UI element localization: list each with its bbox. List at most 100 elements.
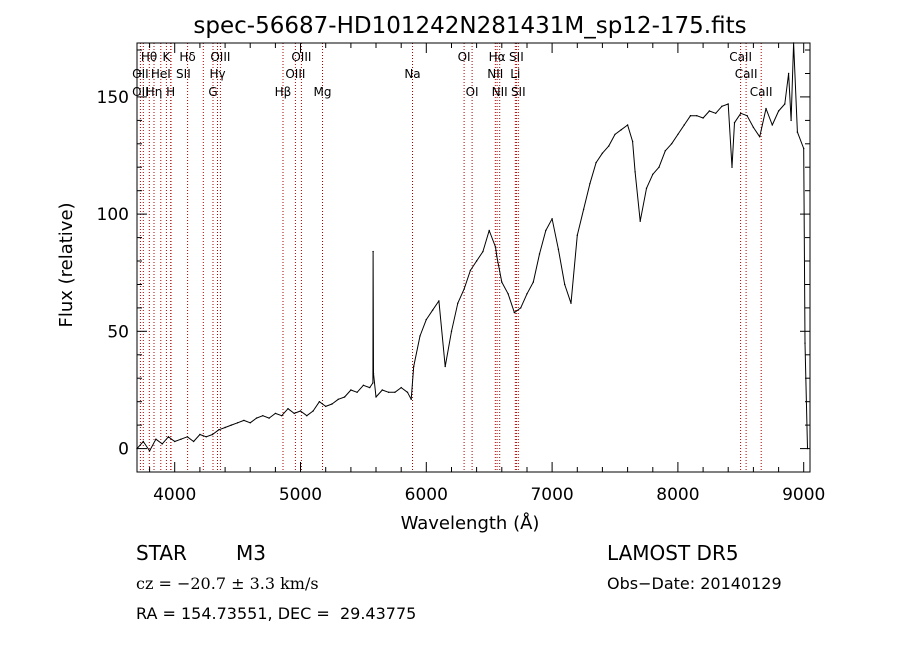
spectrum-point: [589, 183, 591, 185]
spectrum-point: [274, 412, 277, 415]
spectrum-point: [715, 112, 717, 115]
spectrum-point: [438, 300, 440, 302]
spectrum-point: [230, 424, 232, 426]
x-tick-label: 8000: [656, 485, 699, 505]
spectrum-point: [262, 415, 264, 417]
spectrum-point: [496, 255, 498, 257]
spectrum-point: [406, 391, 409, 393]
spectral-line-label: OII: [132, 85, 149, 99]
spectrum-point: [520, 307, 522, 309]
spectrum-point: [645, 187, 648, 189]
spectrum-point: [369, 386, 371, 389]
spectrum-point: [708, 110, 711, 112]
spectrum-point: [545, 229, 547, 232]
spectral-line-label: G: [208, 85, 217, 99]
spectrum-series: [136, 42, 809, 452]
spectrum-point: [224, 426, 226, 429]
spectrum-point: [731, 166, 733, 168]
axes: 4000 5000 6000 7000 8000 9000 0 50 100 150: [97, 43, 825, 505]
spectrum-point: [626, 124, 629, 126]
spectrum-point: [570, 302, 572, 304]
spectrum-point: [318, 401, 321, 403]
spectral-line-label: OI: [466, 85, 479, 99]
spectrum-point: [419, 335, 421, 337]
spectrum-point: [356, 391, 358, 393]
spectrum-point: [255, 417, 258, 419]
spectrum-point: [634, 171, 636, 173]
y-tick-label: 0: [118, 440, 129, 460]
spectrum-point: [387, 391, 390, 393]
spectrum-point: [375, 396, 377, 398]
spectrum-point: [796, 131, 799, 133]
spectrum-point: [721, 105, 723, 108]
object-class: STAR: [136, 541, 187, 565]
spectrum-point: [337, 398, 339, 400]
spectrum-point: [620, 129, 622, 131]
spectrum-point: [192, 440, 195, 443]
spectral-line-label: OIII: [291, 50, 311, 64]
spectrum-point: [777, 110, 780, 112]
spectral-line-label: NII: [492, 85, 508, 99]
survey-name: LAMOST DR5: [607, 541, 739, 565]
spectral-line-label: Mg: [314, 85, 332, 99]
spectrum-point: [683, 124, 685, 126]
spectrum-point: [639, 220, 641, 222]
spectrum-point: [331, 403, 333, 405]
spectrum-point: [325, 405, 327, 408]
spectrum-point: [287, 408, 289, 410]
spectrum-point: [312, 410, 314, 412]
spectral-line-label: H: [166, 85, 175, 99]
spectrum-point: [488, 229, 490, 232]
spectral-line-label: Hθ: [141, 50, 157, 64]
spectrum-point: [664, 150, 666, 152]
spectrum-point: [167, 436, 170, 438]
spectrum-point: [601, 152, 604, 154]
spectral-line-label: HeI: [151, 67, 171, 81]
spectrum-point: [513, 311, 516, 314]
spectrum-point: [658, 166, 660, 168]
spectral-line-label: OIII: [210, 50, 230, 64]
plot-frame: [136, 42, 811, 473]
spectrum-point: [787, 72, 790, 75]
spectrum-point: [457, 302, 459, 304]
spectral-line-label: Hη: [146, 85, 163, 99]
x-tick-label: 6000: [405, 485, 448, 505]
spectral-line-label: Hδ: [179, 50, 195, 64]
spectrum-point: [211, 433, 214, 436]
spectrum-point: [576, 234, 578, 236]
spectral-line-label: Li: [510, 67, 520, 81]
spectrum-point: [582, 208, 585, 211]
chart-title: spec-56687-HD101242N281431M_sp12-175.fit…: [193, 13, 746, 39]
spectrum-point: [425, 318, 427, 321]
spectrum-point: [236, 422, 239, 424]
spectrum-point: [249, 422, 251, 424]
spectrum-point: [803, 147, 805, 150]
spectral-line-label: CaII: [750, 85, 773, 99]
spectrum-point: [702, 117, 704, 119]
spectrum-point: [482, 250, 484, 253]
spectrum-point: [148, 450, 151, 452]
x-axis-label: Wavelength (Å): [401, 512, 540, 534]
spectrum-point: [281, 415, 283, 417]
spectral-line-label: Na: [404, 67, 420, 81]
spectrum-point: [614, 133, 616, 136]
spectrum-point: [689, 115, 692, 117]
spectral-line-label: NII: [487, 67, 503, 81]
spectrum-point: [410, 398, 412, 400]
spectrum-point: [350, 389, 352, 391]
spectrum-point: [557, 248, 560, 250]
redshift-velocity: cz = −20.7 ± 3.3 km/s: [136, 574, 319, 593]
spectrum-point: [784, 103, 786, 105]
spectrum-point: [431, 309, 434, 311]
subclass: M3: [236, 541, 266, 565]
spectrum-point: [463, 288, 465, 290]
spectrum-point: [343, 396, 346, 398]
spectrum-point: [551, 218, 553, 220]
y-tick-label: 50: [107, 322, 129, 342]
y-tick-label: 150: [97, 88, 129, 108]
spectrum-point: [180, 438, 182, 440]
spectrum-point: [652, 173, 654, 175]
spectral-line-label: Hα: [489, 50, 506, 64]
spectrum-point: [199, 433, 201, 436]
